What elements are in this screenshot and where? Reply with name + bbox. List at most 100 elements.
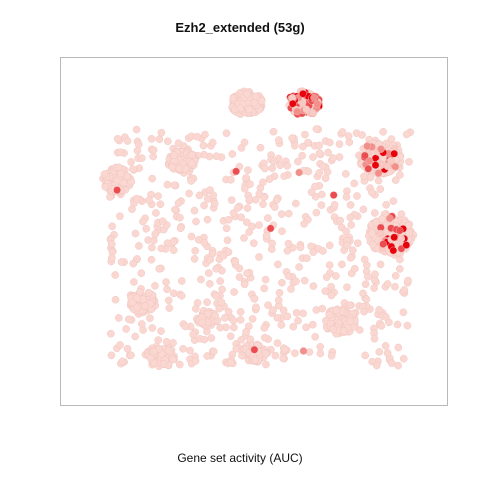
- data-point: [271, 351, 280, 360]
- data-point: [252, 303, 260, 312]
- data-point: [327, 291, 336, 300]
- data-point: [193, 132, 201, 141]
- data-point: [195, 191, 204, 200]
- data-point: [319, 247, 327, 255]
- data-point: [324, 148, 332, 157]
- data-point: [152, 209, 160, 217]
- data-point: [164, 296, 173, 305]
- data-point: [141, 301, 150, 310]
- data-point: [242, 218, 251, 226]
- data-point: [179, 344, 187, 353]
- data-point: [231, 257, 239, 266]
- data-point: [201, 130, 209, 139]
- data-point: [205, 279, 214, 288]
- data-point: [317, 201, 326, 209]
- data-point: [149, 146, 158, 154]
- data-point: [287, 285, 295, 293]
- data-point: [165, 304, 174, 312]
- data-point: [394, 361, 402, 370]
- data-point: [255, 189, 264, 198]
- data-point: [117, 258, 126, 266]
- data-point: [236, 308, 245, 316]
- x-axis-label: Gene set activity (AUC): [177, 451, 303, 465]
- data-point: [149, 152, 157, 161]
- data-point: [150, 236, 158, 245]
- data-point: [364, 272, 372, 281]
- data-point: [353, 239, 362, 247]
- data-point: [309, 248, 318, 256]
- data-point: [311, 182, 319, 191]
- data-point: [312, 125, 321, 133]
- data-point: [370, 284, 378, 292]
- data-point: [260, 284, 268, 293]
- data-point: [209, 347, 218, 356]
- data-point: [274, 260, 282, 269]
- data-point: [108, 222, 117, 231]
- data-point: [220, 314, 229, 322]
- data-point: [269, 127, 278, 136]
- data-point: [232, 167, 240, 176]
- data-point: [192, 217, 200, 226]
- data-point: [262, 231, 271, 240]
- data-point: [346, 201, 355, 209]
- data-point: [358, 131, 366, 139]
- data-point: [218, 285, 226, 294]
- data-point: [123, 137, 132, 145]
- data-point: [132, 194, 141, 203]
- data-point: [327, 351, 336, 360]
- data-point: [188, 151, 196, 159]
- data-point: [272, 196, 281, 204]
- data-point: [309, 153, 317, 161]
- data-point: [302, 105, 311, 114]
- data-point: [233, 204, 242, 212]
- data-point: [364, 165, 373, 173]
- data-point: [391, 282, 399, 291]
- data-point: [332, 306, 341, 315]
- data-point: [242, 327, 250, 336]
- data-point: [240, 234, 248, 242]
- data-point: [240, 184, 249, 193]
- data-point: [315, 169, 324, 177]
- data-point: [187, 232, 196, 241]
- data-point: [174, 139, 183, 147]
- data-point: [336, 216, 345, 225]
- data-point: [283, 246, 292, 255]
- data-point: [260, 333, 269, 342]
- data-point: [291, 199, 300, 208]
- data-point: [107, 240, 116, 248]
- data-point: [274, 136, 283, 144]
- data-point: [138, 154, 146, 162]
- data-point: [244, 166, 252, 174]
- data-point: [209, 191, 218, 200]
- data-point: [270, 157, 278, 166]
- data-point: [129, 165, 137, 173]
- data-point: [339, 327, 348, 335]
- data-point: [251, 356, 259, 364]
- data-point: [216, 277, 224, 285]
- data-point: [312, 208, 321, 217]
- data-point: [309, 282, 318, 290]
- data-point: [294, 316, 302, 325]
- data-point: [300, 220, 308, 228]
- data-point: [368, 229, 376, 237]
- data-point: [159, 360, 168, 368]
- data-point: [262, 360, 270, 369]
- data-point: [236, 104, 244, 113]
- data-point: [133, 146, 142, 155]
- data-point: [191, 357, 200, 365]
- data-point: [377, 322, 386, 330]
- data-point: [236, 315, 245, 324]
- data-point: [360, 307, 368, 316]
- data-point: [250, 345, 259, 354]
- data-point: [116, 341, 124, 349]
- data-point: [129, 259, 138, 268]
- data-point: [259, 200, 267, 208]
- data-point: [206, 255, 214, 264]
- data-point: [261, 275, 270, 284]
- data-point: [187, 177, 195, 185]
- data-point: [360, 172, 368, 181]
- data-point: [344, 132, 353, 140]
- data-point: [212, 292, 220, 300]
- data-point: [175, 360, 184, 369]
- data-point: [176, 224, 185, 233]
